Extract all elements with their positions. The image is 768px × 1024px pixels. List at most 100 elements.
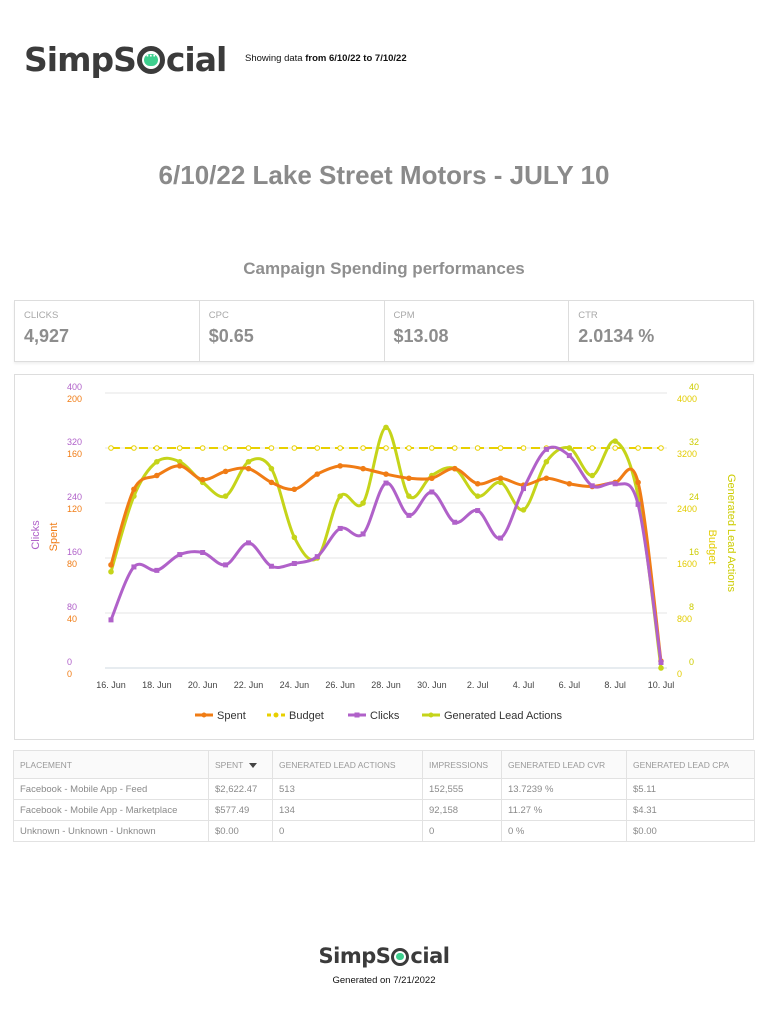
budget-axis-title: Budget xyxy=(706,530,718,565)
col-lead-cpa[interactable]: GENERATED LEAD CPA xyxy=(626,750,755,779)
generated-prefix: Generated on xyxy=(332,975,394,986)
spent-point xyxy=(131,486,137,493)
generated-lead-actions-series-line xyxy=(109,425,663,669)
actions-tick-label: 32 xyxy=(689,437,699,447)
chart-svg: 4002004040003201603232002401202424001608… xyxy=(30,382,737,722)
spent-point xyxy=(360,465,366,472)
budget-point xyxy=(451,445,458,451)
clicks-point xyxy=(383,480,389,486)
report-header: SimpS cial Showing data from 6/10/22 to 7… xyxy=(24,38,744,84)
budget-tick-label: 4000 xyxy=(677,394,697,404)
budget-point xyxy=(154,445,160,451)
clicks-legend-marker xyxy=(354,712,360,718)
generated-lead-actions-point xyxy=(566,445,573,451)
generated-lead-actions-point xyxy=(245,458,252,465)
spent-point xyxy=(566,480,573,487)
spent-point xyxy=(635,479,641,486)
spent-point xyxy=(268,479,275,486)
section-title: Campaign Spending performances xyxy=(243,259,525,278)
clicks-point xyxy=(268,563,274,569)
cell-lead-cvr: 11.27 % xyxy=(501,799,627,821)
clicks-point xyxy=(635,501,641,507)
budget-point xyxy=(360,445,366,451)
cell-lead-cvr: 0 % xyxy=(501,820,627,842)
cell-lead-cpa: $5.11 xyxy=(626,778,755,800)
budget-point xyxy=(612,445,618,451)
generated-lead-actions-point xyxy=(222,493,229,499)
cell-placement: Facebook - Mobile App - Marketplace xyxy=(13,799,209,821)
table-row: Facebook - Mobile App - Feed $2,622.47 5… xyxy=(13,778,755,800)
clicks-point xyxy=(406,512,412,518)
generated-lead-actions-point xyxy=(154,458,160,465)
spent-point xyxy=(176,463,183,469)
col-lead-cvr[interactable]: GENERATED LEAD CVR xyxy=(501,750,627,779)
spent-tick-label: 160 xyxy=(67,449,82,459)
spent-point xyxy=(314,471,321,477)
spent-point xyxy=(108,562,114,568)
kpi-clicks: CLICKS 4,927 xyxy=(15,301,200,361)
cell-lead-actions: 134 xyxy=(272,799,423,821)
generated-lead-actions-point xyxy=(474,493,481,499)
generated-lead-actions-legend-marker xyxy=(428,712,434,718)
budget-point xyxy=(520,445,527,451)
placement-table: PLACEMENT SPENT GENERATED LEAD ACTIONS I… xyxy=(13,750,755,842)
report-title: 6/10/22 Lake Street Motors - JULY 10 xyxy=(158,160,610,190)
budget-point xyxy=(658,445,664,451)
clicks-point xyxy=(177,552,183,558)
generated-lead-actions-point xyxy=(543,458,550,465)
budget-point xyxy=(589,445,596,451)
budget-point xyxy=(497,445,504,451)
date-range-text: Showing data from 6/10/22 to 7/10/22 xyxy=(245,53,407,64)
clicks-point xyxy=(223,562,229,568)
spent-point xyxy=(429,475,435,482)
sort-desc-icon[interactable] xyxy=(249,762,258,768)
clicks-point xyxy=(475,508,481,514)
x-tick-label: 28. Jun xyxy=(371,680,401,690)
x-tick-label: 10. Jul xyxy=(648,680,675,690)
generated-lead-actions-point xyxy=(406,493,412,499)
x-tick-label: 20. Jun xyxy=(188,680,218,690)
date-range-value: from 6/10/22 to 7/10/22 xyxy=(305,53,407,64)
kpi-label: CPC xyxy=(208,310,229,321)
cell-lead-cpa: $0.00 xyxy=(626,820,755,842)
clicks-point xyxy=(566,453,572,459)
budget-legend-label: Budget xyxy=(289,710,324,722)
actions-axis-title: Generated Lead Actions xyxy=(725,474,737,593)
generated-lead-actions-point xyxy=(589,472,596,479)
kpi-cpm: CPM $13.08 xyxy=(385,301,570,361)
cell-lead-cpa: $4.31 xyxy=(626,799,755,821)
budget-point xyxy=(291,445,298,451)
col-impressions[interactable]: IMPRESSIONS xyxy=(422,750,502,779)
clicks-point xyxy=(337,525,343,531)
col-spent[interactable]: SPENT xyxy=(208,750,273,779)
x-tick-label: 30. Jun xyxy=(417,680,447,690)
cell-impressions: 92,158 xyxy=(422,799,502,821)
budget-tick-label: 0 xyxy=(677,669,682,679)
spent-point xyxy=(383,471,389,477)
footer-logo: SimpS cial xyxy=(0,944,768,968)
kpi-label: CTR xyxy=(578,310,598,321)
generated-lead-actions-point xyxy=(108,568,114,575)
generated-lead-actions-point xyxy=(612,438,618,444)
budget-point xyxy=(429,445,435,451)
clicks-point xyxy=(589,483,595,489)
col-placement[interactable]: PLACEMENT xyxy=(13,750,209,779)
clicks-point xyxy=(131,564,137,570)
col-spent-label: SPENT xyxy=(215,759,244,770)
spent-series-line xyxy=(109,464,663,662)
budget-tick-label: 3200 xyxy=(677,449,697,459)
budget-point xyxy=(635,445,641,451)
spent-axis-title: Spent xyxy=(48,523,60,552)
budget-point xyxy=(474,445,481,451)
kpi-value: 2.0134 % xyxy=(578,326,655,346)
clicks-point xyxy=(429,489,435,495)
budget-point xyxy=(268,445,275,451)
budget-point xyxy=(176,445,183,451)
cell-spent: $0.00 xyxy=(208,820,273,842)
x-tick-label: 4. Jul xyxy=(513,680,535,690)
budget-point xyxy=(222,445,229,451)
spent-point xyxy=(451,465,458,472)
spent-tick-label: 80 xyxy=(67,559,77,569)
budget-point xyxy=(383,445,389,451)
col-lead-actions[interactable]: GENERATED LEAD ACTIONS xyxy=(272,750,423,779)
